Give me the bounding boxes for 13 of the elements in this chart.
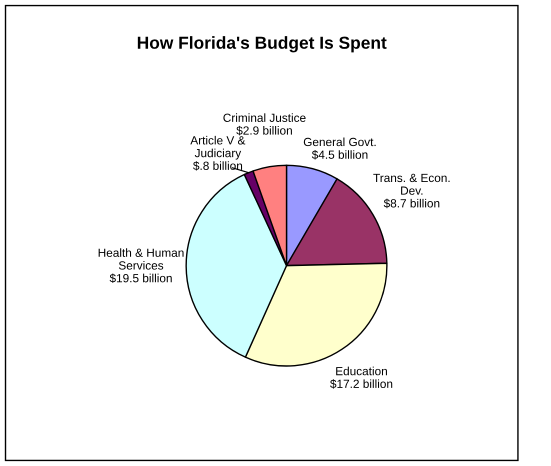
slice-label: Article V & Judiciary: [190, 136, 246, 160]
data-label: $17.2 billion: [330, 379, 392, 389]
data-label: $2.9 billion: [236, 126, 292, 136]
data-label: $4.5 billion: [312, 150, 368, 160]
slice-label: Health & Human Services: [98, 248, 184, 270]
chart-title: How Florida's Budget Is Spent: [138, 36, 387, 52]
slice-label: Criminal Justice: [223, 113, 306, 122]
data-label: $.8 billion: [193, 161, 242, 171]
slice-label: Education: [336, 366, 387, 376]
slice-label: Trans. & Econ. Dev.: [373, 174, 450, 195]
data-label: $19.5 billion: [110, 274, 172, 284]
slice-label: General Govt.: [304, 137, 376, 146]
data-label: $8.7 billion: [384, 198, 440, 208]
